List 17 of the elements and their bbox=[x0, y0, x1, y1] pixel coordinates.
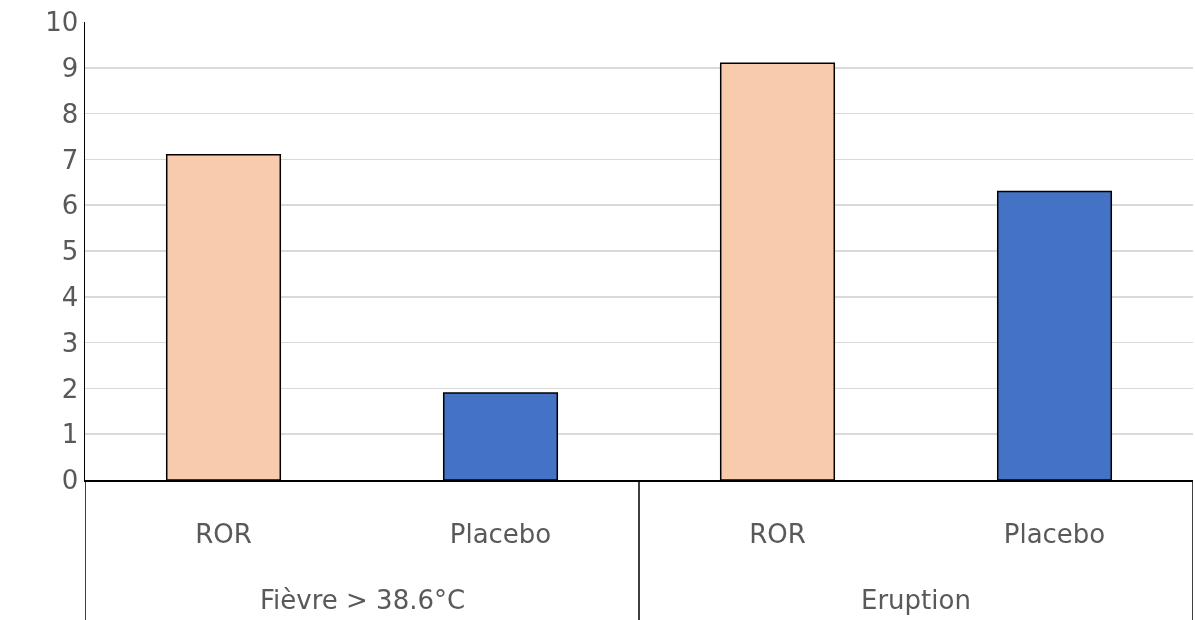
y-tick-label: 7 bbox=[61, 144, 79, 175]
y-tick-label: 4 bbox=[61, 281, 79, 312]
y-tick-label: 1 bbox=[61, 419, 79, 450]
y-tick-label: 8 bbox=[61, 98, 79, 129]
y-tick-label: 3 bbox=[61, 327, 79, 358]
y-tick-label: 0 bbox=[61, 465, 79, 496]
text: Eruption bbox=[861, 585, 971, 615]
x-tick-label: Placebo bbox=[449, 518, 552, 549]
y-tick-label: 9 bbox=[61, 52, 79, 83]
y-tick-label: 6 bbox=[61, 190, 79, 221]
y-tick-label: 2 bbox=[61, 373, 79, 404]
x-tick-label: Placebo bbox=[1003, 518, 1106, 549]
text: Fièvre > 38.6°C bbox=[260, 585, 466, 615]
x-tick-label: ROR bbox=[195, 518, 252, 549]
x-tick-label: ROR bbox=[749, 518, 806, 549]
y-tick-label: 10 bbox=[45, 7, 79, 38]
y-tick-label: 5 bbox=[61, 236, 79, 267]
